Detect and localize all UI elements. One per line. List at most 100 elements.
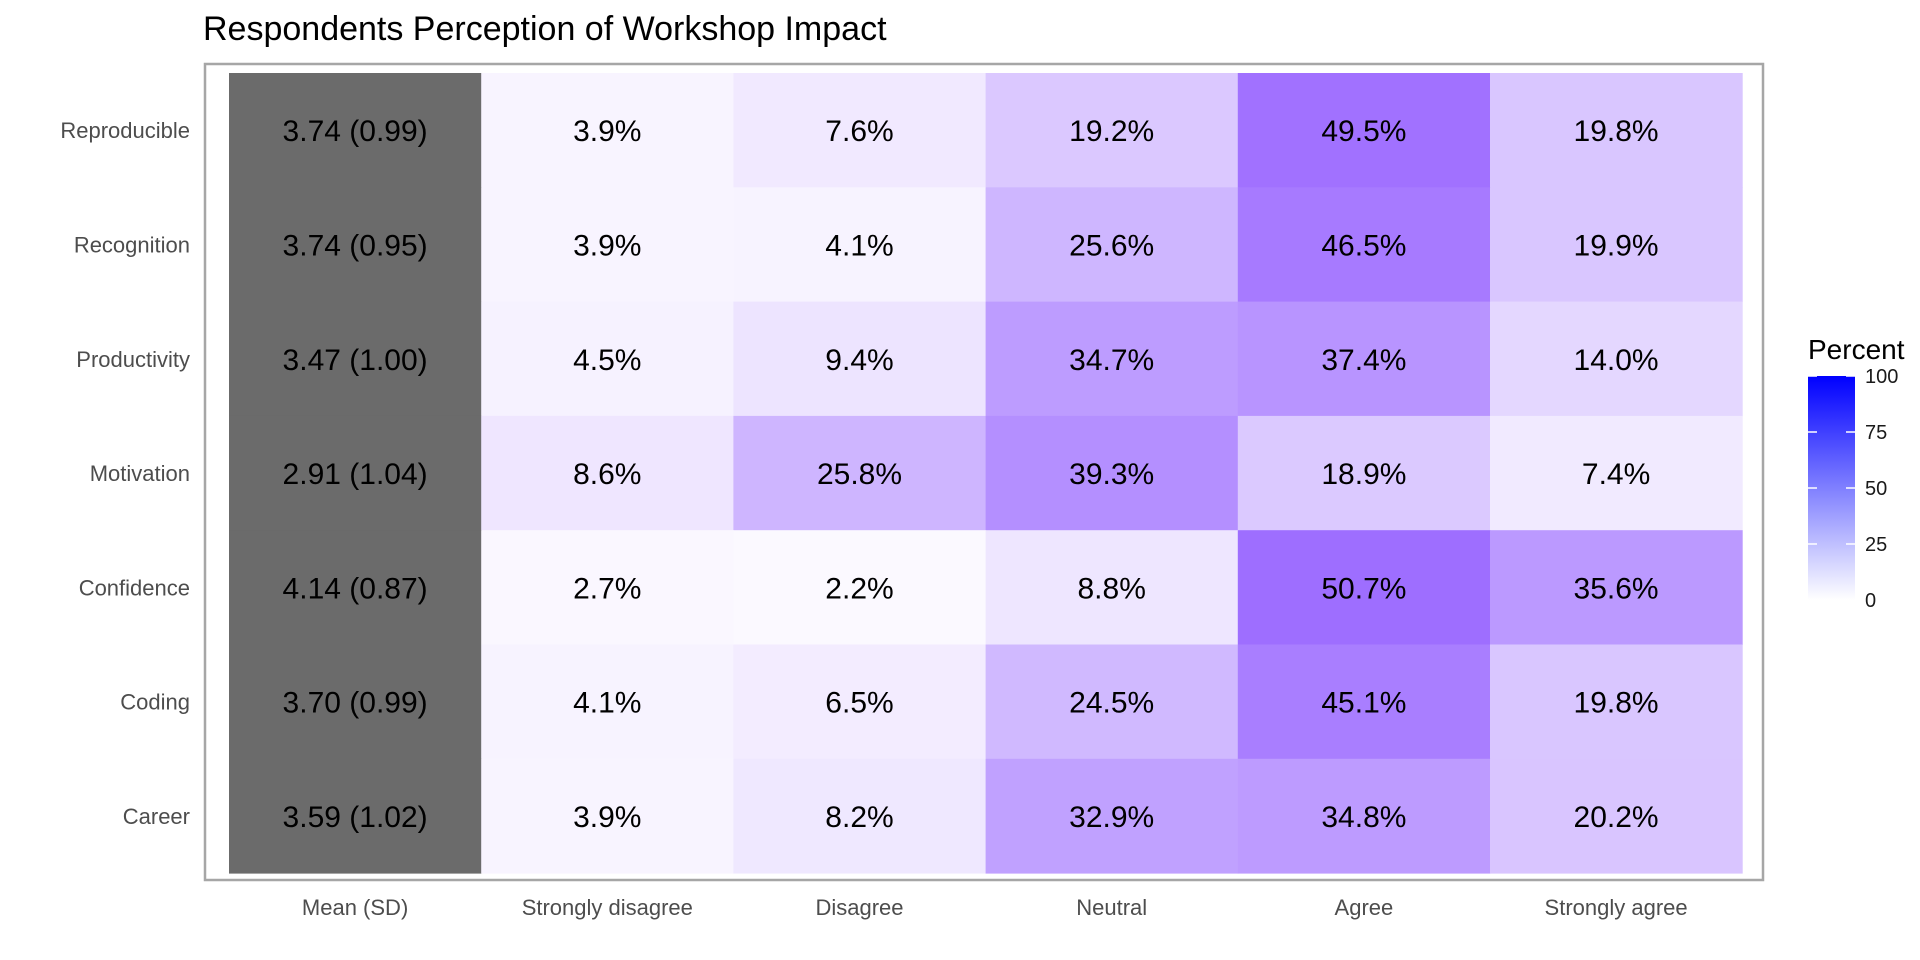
heatmap-cell (985, 530, 1239, 645)
heatmap-cell (481, 187, 734, 303)
heatmap-cell-label: 7.6% (825, 115, 893, 148)
mean-cell (229, 644, 482, 760)
heatmap-cell (985, 415, 1239, 531)
column-labels: Mean (SD) Strongly disagree Disagree Neutra… (302, 895, 1688, 920)
heatmap-cell (481, 758, 734, 874)
mean-cell-label: 2.91 (1.04) (283, 458, 428, 491)
column-label: Strongly agree (1545, 895, 1688, 920)
row-label: Recognition (74, 232, 190, 257)
heatmap-cell-label: 24.5% (1069, 687, 1154, 720)
heatmap-cell-label: 4.1% (825, 229, 893, 262)
heatmap-cell (985, 73, 1239, 188)
heatmap-cell-label: 8.8% (1078, 572, 1146, 605)
row-label: Career (123, 804, 190, 829)
heatmap-cell (1490, 644, 1743, 760)
heatmap-cell (481, 644, 734, 760)
heatmap-cell-label: 34.7% (1069, 344, 1154, 377)
legend: Percent 100 75 50 25 0 (1808, 334, 1905, 612)
heatmap-cell-label: 37.4% (1321, 344, 1406, 377)
heatmap-cell (1237, 187, 1491, 303)
heatmap-cells: 3.74 (0.99) 3.9% 7.6% 19.2% 49.5% 19.8% 3.74 (… (229, 73, 1743, 874)
row-labels: Reproducible Recognition Productivity Motiv… (60, 118, 190, 829)
heatmap-cell (1490, 187, 1743, 303)
heatmap-cell (733, 530, 987, 645)
heatmap-cell-label: 49.5% (1321, 115, 1406, 148)
heatmap-cell (1237, 644, 1491, 760)
heatmap-cell (985, 758, 1239, 874)
heatmap-cell (1490, 530, 1743, 645)
heatmap-cell (1490, 758, 1743, 874)
heatmap-cell-label: 3.9% (573, 229, 641, 262)
heatmap-cell-label: 25.6% (1069, 229, 1154, 262)
heatmap-cell (481, 301, 734, 417)
mean-cell-label: 3.74 (0.95) (283, 229, 428, 262)
heatmap-cell (1237, 530, 1491, 645)
heatmap-cell-label: 2.2% (825, 572, 893, 605)
legend-tick-label: 50 (1865, 478, 1887, 500)
heatmap-cell-label: 3.9% (573, 801, 641, 834)
heatmap-cell (1490, 415, 1743, 531)
row-label: Coding (120, 690, 190, 715)
mean-cell (229, 301, 482, 417)
heatmap-cell-label: 39.3% (1069, 458, 1154, 491)
heatmap-cell (985, 187, 1239, 303)
heatmap-cell-label: 32.9% (1069, 801, 1154, 834)
column-label: Agree (1335, 895, 1394, 920)
heatmap-cell-label: 7.4% (1582, 458, 1650, 491)
mean-cell (229, 758, 482, 874)
column-label: Neutral (1076, 895, 1147, 920)
heatmap-cell (1490, 301, 1743, 417)
heatmap-cell (481, 415, 734, 531)
heatmap-cell (1237, 758, 1491, 874)
legend-title: Percent (1808, 334, 1905, 365)
heatmap-cell-label: 9.4% (825, 344, 893, 377)
mean-cell (229, 73, 482, 188)
row-label: Productivity (76, 347, 190, 372)
heatmap-cell-label: 4.1% (573, 687, 641, 720)
heatmap-cell (733, 73, 987, 188)
heatmap-cell (733, 301, 987, 417)
legend-tick-label: 0 (1865, 590, 1876, 612)
heatmap-cell (733, 758, 987, 874)
heatmap-cell-label: 18.9% (1321, 458, 1406, 491)
mean-cell-label: 3.47 (1.00) (283, 344, 428, 377)
legend-tick-label: 25 (1865, 534, 1887, 556)
heatmap-cell-label: 34.8% (1321, 801, 1406, 834)
mean-cell-label: 4.14 (0.87) (283, 572, 428, 605)
chart-title: Respondents Perception of Workshop Impac… (203, 10, 887, 48)
heatmap-cell-label: 20.2% (1574, 801, 1659, 834)
heatmap-cell (481, 73, 734, 188)
mean-cell (229, 415, 482, 531)
heatmap-cell (733, 644, 987, 760)
heatmap-cell-label: 35.6% (1574, 572, 1659, 605)
heatmap-cell (1490, 73, 1743, 188)
legend-ticks: 100 75 50 25 0 (1808, 366, 1898, 612)
mean-cell-label: 3.70 (0.99) (283, 687, 428, 720)
heatmap-cell (1237, 415, 1491, 531)
column-label: Disagree (815, 895, 903, 920)
heatmap-cell (1237, 73, 1491, 188)
heatmap-cell-label: 4.5% (573, 344, 641, 377)
heatmap-cell-label: 45.1% (1321, 687, 1406, 720)
heatmap-cell-label: 50.7% (1321, 572, 1406, 605)
column-label: Strongly disagree (522, 895, 693, 920)
heatmap-cell-label: 14.0% (1574, 344, 1659, 377)
mean-cell (229, 530, 482, 645)
heatmap-cell-label: 19.9% (1574, 229, 1659, 262)
heatmap-cell-label: 2.7% (573, 572, 641, 605)
heatmap-cell (985, 644, 1239, 760)
mean-cell-label: 3.74 (0.99) (283, 115, 428, 148)
column-label: Mean (SD) (302, 895, 408, 920)
heatmap-cell (733, 415, 987, 531)
mean-cell (229, 187, 482, 303)
heatmap-cell-label: 46.5% (1321, 229, 1406, 262)
legend-tick-label: 100 (1865, 366, 1898, 388)
panel-border (203, 62, 1765, 882)
row-label: Confidence (79, 575, 190, 600)
heatmap-cell-label: 8.2% (825, 801, 893, 834)
heatmap-cell-label: 19.8% (1574, 687, 1659, 720)
heatmap-cell (985, 301, 1239, 417)
mean-cell-label: 3.59 (1.02) (283, 801, 428, 834)
heatmap-cell-label: 25.8% (817, 458, 902, 491)
